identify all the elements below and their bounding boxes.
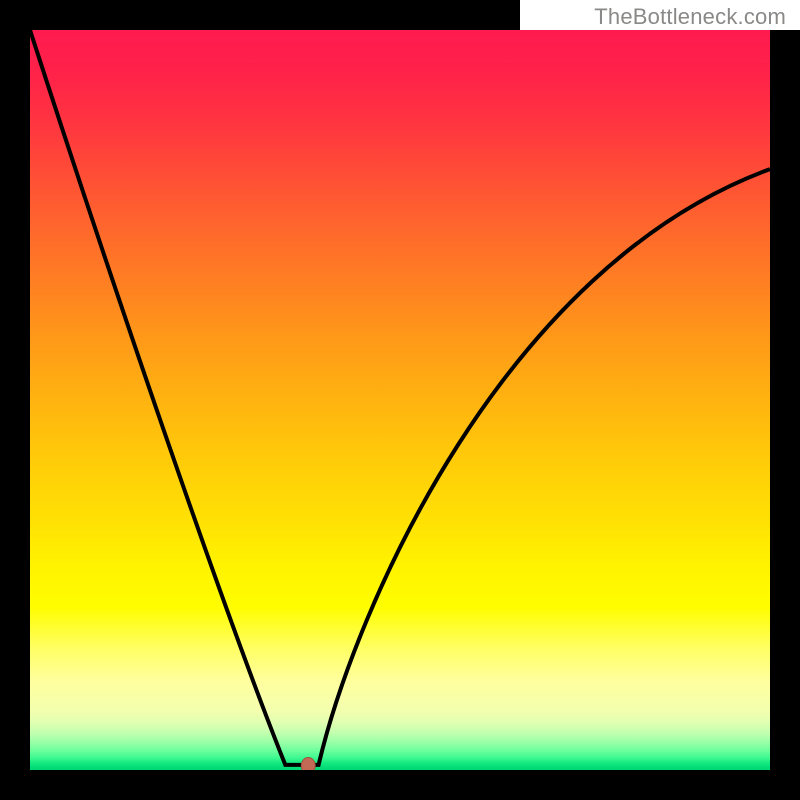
plot-background <box>30 30 770 770</box>
watermark-text: TheBottleneck.com <box>594 4 786 30</box>
bottleneck-chart <box>0 0 800 800</box>
